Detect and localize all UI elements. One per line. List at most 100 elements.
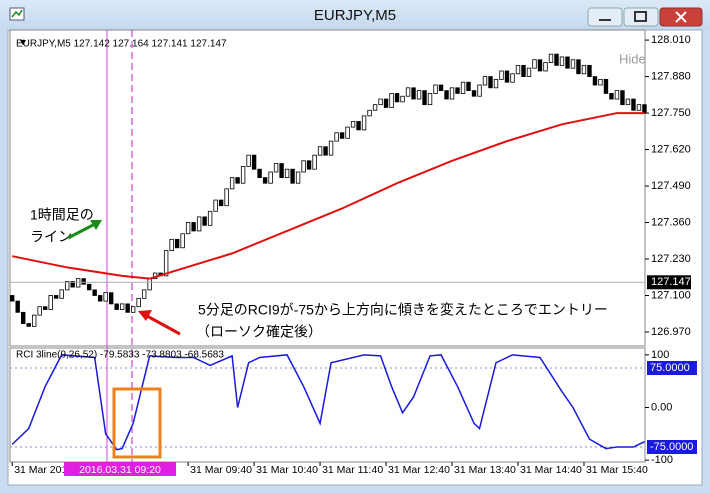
candle [532,59,537,69]
candle [438,84,444,92]
level-box [647,361,697,376]
y-tick-label: 127.230 [651,253,691,265]
candle [548,53,554,63]
hide-button[interactable]: Hide [619,51,646,66]
app-icon-line [11,9,23,18]
price-label: 127.147 [651,276,691,288]
x-tick-label: 31 Mar 13:40 [454,464,516,476]
candle [372,104,378,111]
candle [356,121,361,131]
y-tick-label: 127.100 [651,289,691,301]
candle [235,177,240,184]
candle [488,76,493,89]
candle [301,160,306,173]
rci-line [11,354,645,451]
candle [37,306,42,316]
x-tick-label: 31 Mar 09:40 [190,464,252,476]
price-box [647,275,691,290]
candle [433,84,438,94]
candle [268,171,273,184]
candle [361,115,367,131]
candle [284,168,290,179]
candle [97,295,103,302]
y-tick-label: -100 [651,454,673,466]
candle [334,132,339,142]
green-arrow [67,222,96,240]
candle [75,278,81,288]
candle [636,104,642,111]
candle [614,90,620,100]
candle [9,295,15,302]
x-tick-label: 31 Mar 10:40 [256,464,318,476]
y-tick-label: 127.620 [651,143,691,155]
candle [108,292,114,305]
candle [279,163,284,179]
candle [53,295,59,299]
y-tick-label: 127.880 [651,70,691,82]
candle [59,289,64,299]
candle [416,90,422,100]
candle [136,297,141,308]
highlight-box [112,387,162,459]
minimize-button[interactable] [587,7,623,27]
red-arrow-head [138,310,152,321]
candle [625,98,631,106]
candle [620,90,625,106]
candle [64,281,70,291]
candle [125,303,130,313]
x-tick-label: 31 Mar 15:40 [586,464,648,476]
main-chart: 128.010 127.880 127.750 127.620 127.490 127.3… [9,34,691,476]
candle [449,87,455,100]
candle [521,64,526,77]
candle [26,323,31,327]
candle [460,81,466,94]
candle [587,64,592,77]
candle [317,146,323,156]
candle [114,303,119,310]
maximize-icon [634,11,647,22]
x-tick-label: 31 Mar 12:40 [388,464,450,476]
moving-average [11,112,645,280]
window-title: EURJPY,M5 [314,7,396,24]
candle [482,76,488,86]
maximize-button[interactable] [623,7,659,27]
candle [251,154,257,170]
candle [581,64,587,75]
candle [389,93,394,108]
y-tick-label: 127.750 [651,107,691,119]
close-icon [675,11,687,23]
candle [642,104,647,114]
candle [240,165,246,184]
candle [493,78,499,89]
candle [383,98,389,108]
candle [367,109,372,117]
candle [510,73,515,83]
annotation: 1時間足の [30,207,94,223]
candle [565,56,570,69]
candle [20,311,26,324]
candle [559,56,565,66]
red-arrow [146,314,181,336]
candle [257,168,262,179]
candle [394,93,400,103]
y-tick-label: 100 [651,349,669,361]
rci-title: RCI 3line(9,26,52) -79.5833 -73.8803 -68… [16,350,224,361]
candle [592,76,598,86]
candle [207,210,213,226]
y-tick-label: 126.970 [651,326,691,338]
candle [191,222,196,232]
main-plot [9,29,646,347]
candle [196,216,202,232]
candle [598,78,603,86]
candle [609,93,614,100]
candle [180,233,185,249]
candle [185,222,191,235]
candle [141,289,147,299]
candle [471,90,477,97]
cursor-time: 2016.03.31 09:20 [79,464,161,476]
candle [273,163,279,173]
candle [455,87,460,94]
cursor-time-box [64,462,176,476]
candle [499,70,504,80]
